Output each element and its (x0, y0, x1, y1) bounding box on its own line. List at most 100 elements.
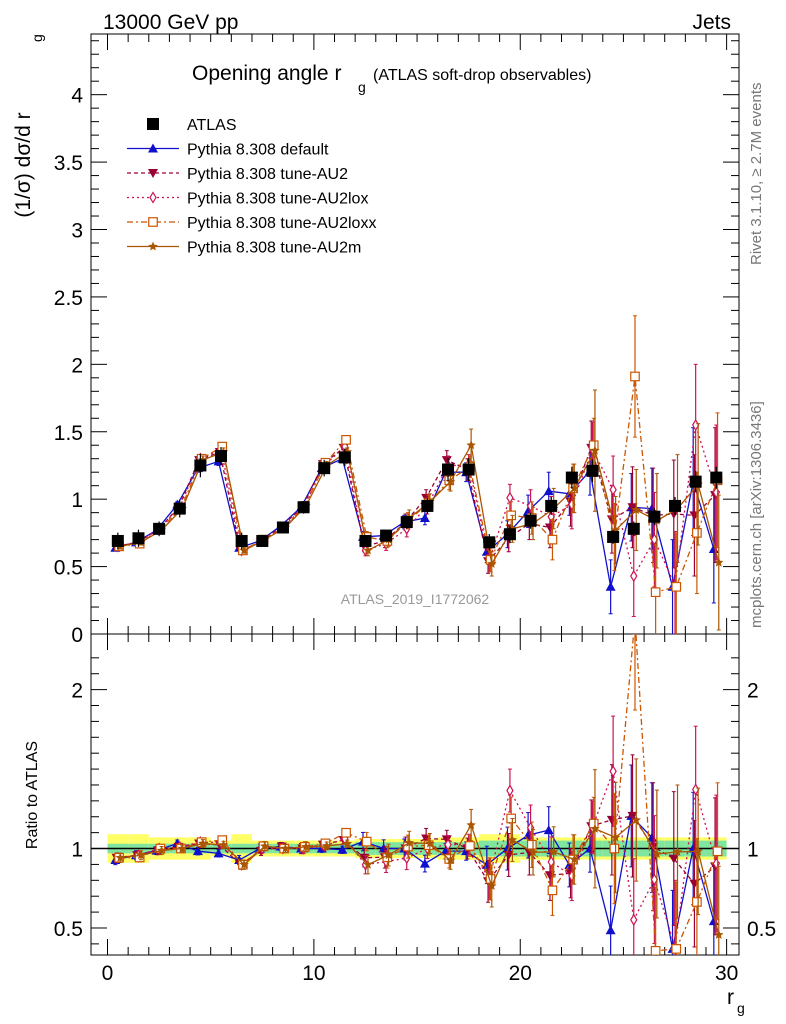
ratio-data-point (363, 859, 373, 869)
data-point (605, 581, 616, 591)
ratio-data-point (631, 614, 640, 623)
main-y-tick-label: 4 (71, 85, 83, 108)
ratio-data-point (466, 820, 476, 830)
ratio-data-point (337, 844, 348, 854)
data-point (445, 476, 456, 486)
reference-point (215, 450, 228, 463)
main-y-axis: 0 0.5 1 1.5 2 2.5 3 3.5 4 (54, 40, 739, 647)
ratio-data-point (671, 944, 682, 954)
xlabel-main: r (727, 986, 734, 1009)
data-point (609, 483, 617, 496)
main-y-tick-label: 0 (71, 624, 83, 647)
header-category: Jets (692, 11, 731, 34)
ratio-series-layer (110, 614, 724, 955)
reference-point (421, 499, 434, 512)
ratio-y-tick-label: 2 (71, 680, 83, 703)
plot-title: Opening angle r (192, 62, 341, 85)
ratio-y-axis-label: Ratio to ATLAS (24, 741, 41, 849)
reference-point (256, 534, 269, 547)
ratio-data-point (590, 823, 600, 833)
ratio-panel-frame (90, 633, 740, 956)
main-y-tick-label: 3.5 (54, 152, 83, 175)
reference-point (565, 471, 578, 484)
ratio-data-point (610, 832, 621, 842)
ratio-data-point (693, 846, 703, 856)
ratio-data-point (506, 784, 514, 797)
ratio-data-point (301, 841, 311, 851)
svg-text:(1/σ) dσ/d r: (1/σ) dσ/d r (12, 112, 35, 217)
ratio-data-point (359, 853, 370, 863)
reference-point (318, 462, 331, 475)
legend-label: ATLAS (187, 117, 237, 134)
data-point (714, 557, 724, 567)
legend-entry: Pythia 8.308 tune-AU2 (127, 166, 348, 183)
ratio-data-point (526, 839, 537, 850)
series-line (115, 457, 715, 587)
ratio-data-point (425, 838, 435, 848)
legend-label: Pythia 8.308 tune-AU2loxx (187, 215, 376, 232)
ratio-data-point (569, 854, 580, 864)
ratio-data-point (177, 843, 187, 853)
x-axis: 0 10 20 30 (102, 34, 738, 985)
reference-point (400, 516, 413, 529)
ratio-data-point (714, 929, 724, 939)
reference-point (586, 464, 599, 477)
data-point (543, 486, 554, 496)
ratio-y-axis: 0.5 0.5 1 1 2 2 (54, 657, 776, 945)
reference-point (338, 451, 351, 464)
ratio-data-point (502, 843, 513, 853)
reference-point (545, 499, 558, 512)
legend-label: Pythia 8.308 tune-AU2lox (187, 191, 368, 208)
data-point (631, 505, 641, 514)
x-tick-label: 30 (715, 962, 738, 985)
data-point (217, 441, 228, 452)
reference-point (648, 510, 661, 523)
ratio-series-line (119, 634, 719, 952)
ratio-data-point (712, 846, 723, 857)
ratio-data-point (668, 854, 679, 864)
ratio-data-point (605, 925, 616, 935)
reference-point (194, 459, 207, 472)
ratio-data-point (588, 818, 599, 829)
ratio-data-point (192, 846, 203, 856)
header-energy: 13000 GeV pp (103, 11, 238, 34)
reference-uncertainty-bands (91, 834, 739, 863)
legend-marker (148, 143, 158, 153)
legend-entry: Pythia 8.308 tune-AU2loxx (127, 215, 376, 232)
data-point (590, 445, 600, 455)
main-y-tick-label: 2 (71, 354, 83, 377)
data-point (506, 491, 514, 504)
legend-marker (147, 118, 159, 130)
reference-point (627, 522, 640, 535)
reference-point (235, 534, 248, 547)
reference-point (462, 463, 475, 476)
reference-point (297, 501, 310, 514)
ratio-series-line (120, 819, 720, 935)
main-y-tick-label: 3 (71, 220, 83, 243)
data-point (419, 513, 430, 523)
reference-point (524, 514, 537, 527)
reference-point (111, 534, 124, 547)
ratio-y-tick-label-right: 1 (747, 839, 759, 862)
reference-point (442, 463, 455, 476)
ratio-data-point (630, 913, 638, 927)
ratio-data-point (239, 859, 249, 869)
data-point (363, 545, 373, 555)
ylabel-main: (1/σ) dσ/d r (12, 112, 35, 217)
reference-point (276, 521, 289, 534)
ratio-data-point (528, 847, 538, 857)
series-line (118, 376, 719, 594)
data-point (627, 503, 638, 513)
data-point (588, 440, 599, 451)
ratio-data-point (652, 849, 662, 859)
data-point (239, 545, 249, 555)
ratio-data-point (383, 850, 394, 860)
ratio-data-point (198, 838, 208, 848)
ratio-data-point (543, 825, 554, 835)
ratio-data-point (547, 885, 558, 896)
ratio-data-point (361, 836, 372, 847)
reference-point (503, 528, 516, 541)
ratio-y-tick-label-right: 2 (747, 680, 759, 703)
reference-point (173, 502, 186, 515)
